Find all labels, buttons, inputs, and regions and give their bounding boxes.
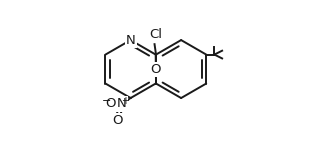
Text: O: O — [105, 98, 116, 111]
Text: +: + — [121, 96, 129, 106]
Text: O: O — [113, 114, 123, 127]
Text: Cl: Cl — [149, 28, 162, 41]
Text: N: N — [126, 34, 136, 47]
Text: O: O — [151, 63, 161, 76]
Text: −: − — [102, 96, 111, 106]
Text: N: N — [117, 98, 127, 111]
